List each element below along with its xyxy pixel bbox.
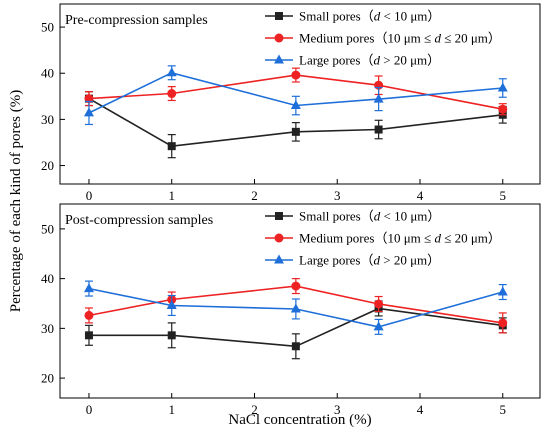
- y-tick-label: 50: [41, 221, 54, 236]
- data-point-circle: [498, 104, 508, 114]
- panel-2: 20 30 40 50 0 1 2 3 4 5 Post-compression samples Sm…: [41, 203, 541, 417]
- data-point-triangle: [166, 67, 177, 77]
- data-point-square: [291, 127, 300, 136]
- x-tick-label: 4: [417, 402, 424, 417]
- y-tick-label: 30: [41, 321, 54, 336]
- legend-marker-triangle: [274, 54, 284, 64]
- x-tick-label: 4: [417, 188, 424, 203]
- legend-text-rest: ≤ 20 μm）: [441, 31, 501, 46]
- y-tick-label: 40: [41, 271, 54, 286]
- legend-text-var: d: [373, 53, 380, 68]
- legend: Small pores（d < 10 μm）Medium pores（10 μm…: [265, 9, 501, 68]
- legend-text-var: d: [374, 209, 381, 224]
- data-point-triangle: [497, 286, 508, 296]
- series-medium: [84, 278, 508, 334]
- data-point-circle: [374, 299, 384, 309]
- data-point-triangle: [290, 100, 301, 110]
- data-point-circle: [167, 89, 177, 99]
- legend-text-var: d: [373, 253, 380, 268]
- y-tick-label: 20: [41, 371, 54, 386]
- data-point-square: [167, 331, 176, 340]
- legend-text-var: d: [374, 9, 381, 24]
- panel-1: 20 30 40 50 0 1 2 3 4 5 Pre-compression samples Sma…: [41, 3, 541, 203]
- legend-entry: Large pores（d > 20 μm）: [299, 253, 440, 268]
- data-point-triangle: [373, 321, 384, 331]
- legend-marker-square: [275, 12, 283, 20]
- legend: Small pores（d < 10 μm）Medium pores（10 μm…: [265, 209, 501, 268]
- series-large: [83, 65, 508, 126]
- data-point-square: [84, 331, 93, 340]
- legend-text-rest: > 20 μm）: [380, 253, 440, 268]
- x-tick-label: 2: [251, 188, 258, 203]
- x-tick-label: 2: [251, 402, 258, 417]
- legend-text-prefix: Small pores（: [299, 9, 374, 24]
- x-tick-label: 3: [334, 402, 341, 417]
- data-point-circle: [498, 318, 508, 328]
- x-tick-label: 0: [86, 188, 93, 203]
- data-point-triangle: [290, 303, 301, 313]
- legend-entry: Medium pores（10 μm ≤ d ≤ 20 μm）: [299, 231, 501, 246]
- data-point-triangle: [497, 82, 508, 92]
- legend-text-var: d: [434, 231, 441, 246]
- data-point-square: [167, 142, 176, 151]
- panel-title: Pre-compression samples: [65, 13, 208, 28]
- x-axis-title: NaCl concentration (%): [228, 412, 371, 428]
- data-point-circle: [291, 281, 301, 291]
- data-point-triangle: [373, 93, 384, 103]
- legend-text-prefix: Small pores（: [299, 209, 374, 224]
- data-point-square: [291, 342, 300, 351]
- data-point-triangle: [83, 107, 94, 117]
- legend-marker-triangle: [274, 254, 284, 264]
- legend-text-prefix: Medium pores（10 μm ≤: [299, 231, 434, 246]
- data-point-triangle: [166, 299, 177, 309]
- legend-text-prefix: Large pores（: [299, 53, 373, 68]
- x-tick-label: 3: [334, 188, 341, 203]
- y-axis-title: Percentage of each kind of pores (%): [8, 90, 24, 312]
- panel-title: Post-compression samples: [65, 213, 213, 228]
- series-large: [83, 280, 508, 335]
- plot-frame: [59, 3, 541, 185]
- legend-text-var: d: [434, 31, 441, 46]
- x-tick-label: 1: [168, 402, 175, 417]
- data-point-triangle: [83, 283, 94, 293]
- y-tick-label: 50: [41, 20, 54, 35]
- legend-entry: Large pores（d > 20 μm）: [299, 53, 440, 68]
- y-tick-label: 40: [41, 66, 54, 81]
- x-tick-label: 5: [500, 188, 507, 203]
- legend-entry: Small pores（d < 10 μm）: [299, 9, 440, 24]
- data-point-circle: [291, 70, 301, 80]
- x-tick-label: 5: [500, 402, 507, 417]
- y-tick-label: 30: [41, 112, 54, 127]
- plot-frame: [59, 203, 541, 399]
- legend-text-rest: ≤ 20 μm）: [441, 231, 501, 246]
- legend-text-rest: < 10 μm）: [380, 209, 440, 224]
- legend-text-rest: > 20 μm）: [380, 53, 440, 68]
- legend-text-prefix: Large pores（: [299, 253, 373, 268]
- x-tick-label: 1: [168, 188, 175, 203]
- legend-entry: Medium pores（10 μm ≤ d ≤ 20 μm）: [299, 31, 501, 46]
- x-tick-label: 0: [86, 402, 93, 417]
- legend-text-prefix: Medium pores（10 μm ≤: [299, 31, 434, 46]
- y-tick-label: 20: [41, 158, 54, 173]
- data-point-square: [374, 125, 383, 134]
- legend-text-rest: < 10 μm）: [380, 9, 440, 24]
- legend-marker-square: [275, 212, 283, 220]
- legend-entry: Small pores（d < 10 μm）: [299, 209, 440, 224]
- legend-marker-circle: [274, 233, 284, 243]
- data-point-circle: [84, 310, 94, 320]
- legend-marker-circle: [274, 33, 284, 43]
